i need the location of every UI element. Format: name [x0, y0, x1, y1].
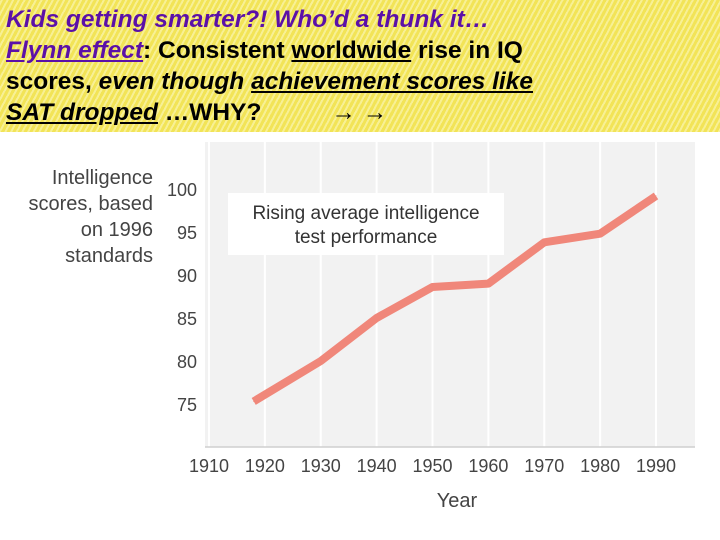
header-line-4: SAT dropped …WHY? → →: [6, 97, 718, 128]
data-point-1940: [376, 317, 378, 319]
annotation-line: test performance: [295, 227, 438, 248]
data-point-1950: [432, 286, 433, 288]
header-line-3: scores, even though achievement scores l…: [6, 66, 718, 97]
header-line-2: Flynn effect: Consistent worldwide rise …: [6, 35, 718, 66]
x-axis-label: Year: [437, 490, 478, 512]
annotation-line: Rising average intelligence: [252, 203, 479, 224]
x-tick-label: 1980: [580, 456, 620, 476]
y-tick-labels: 75 80 85 90 95 100: [167, 180, 197, 415]
y-tick-label: 80: [177, 352, 197, 372]
y-tick-label: 90: [177, 266, 197, 286]
header-line-1: Kids getting smarter?! Who’d a thunk it…: [6, 6, 490, 33]
header-line-2-text: : Consistent: [143, 37, 292, 64]
annotation-box: [228, 193, 504, 255]
header-line-3-start: scores,: [6, 68, 99, 95]
y-axis-label: Intelligence scores, based on 1996 standard…: [28, 167, 153, 267]
data-point-1930: [320, 360, 322, 362]
x-tick-label: 1930: [301, 456, 341, 476]
x-tick-labels: 1910 1920 1930 1940 1950 1960 1970 1980 1990: [189, 456, 676, 476]
y-tick-label: 75: [177, 395, 197, 415]
header-line-3-even: even though: [98, 68, 252, 95]
worldwide-term: worldwide: [291, 37, 412, 64]
y-axis-label-line: on 1996: [81, 219, 153, 241]
y-tick-label: 100: [167, 180, 197, 200]
data-point-1918: [253, 400, 255, 402]
x-tick-label: 1960: [468, 456, 508, 476]
y-tick-label: 95: [177, 223, 197, 243]
x-tick-label: 1920: [245, 456, 285, 476]
y-tick-label: 85: [177, 309, 197, 329]
highlighter-stripe: [0, 0, 720, 132]
annotation: Rising average intelligence test performa…: [252, 203, 479, 248]
slide-header: Kids getting smarter?! Who’d a thunk it……: [6, 4, 718, 128]
x-tick-label: 1950: [412, 456, 452, 476]
iq-score-line: [251, 192, 659, 405]
why-text: …WHY?: [157, 99, 262, 126]
data-point-1980: [599, 233, 601, 235]
arrow-icons: → →: [331, 99, 388, 126]
sat-dropped-term: SAT dropped: [6, 99, 158, 126]
achievement-scores-term: achievement scores like: [251, 68, 533, 95]
header-line-2-end: rise in IQ: [411, 37, 523, 64]
x-tick-label: 1990: [636, 456, 676, 476]
y-axis-label-line: Intelligence: [52, 167, 153, 189]
data-point-1970: [543, 241, 545, 243]
y-axis-label-line: scores, based: [28, 193, 153, 215]
data-point-1960: [487, 283, 489, 285]
plot-background: [205, 142, 695, 447]
data-point-1990: [655, 195, 657, 197]
y-axis-label-line: standards: [65, 245, 153, 267]
x-tick-label: 1940: [357, 456, 397, 476]
series-layer: [251, 192, 659, 405]
flynn-effect-term: Flynn effect: [6, 37, 144, 64]
x-tick-label: 1910: [189, 456, 229, 476]
x-tick-label: 1970: [524, 456, 564, 476]
